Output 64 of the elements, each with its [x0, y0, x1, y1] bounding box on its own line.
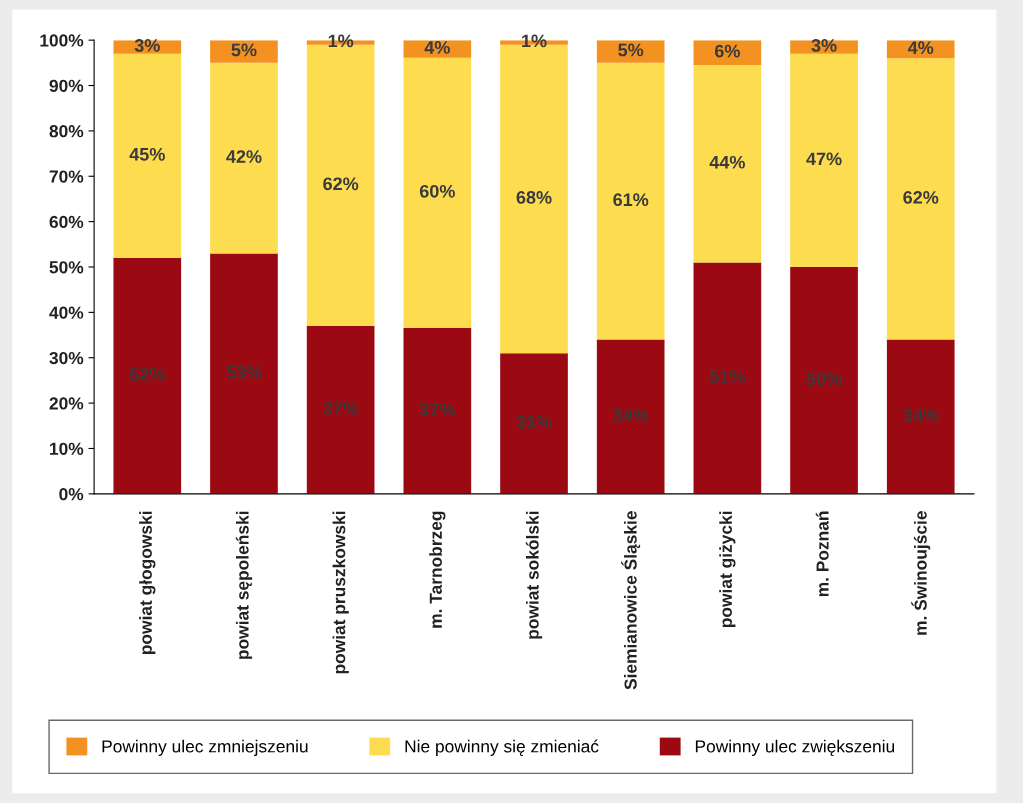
x-tick-label: Siemianowice Śląskie: [621, 511, 641, 690]
data-label: 61%: [613, 193, 649, 207]
data-label: 44%: [709, 155, 745, 169]
data-label: 62%: [323, 177, 359, 191]
y-tick-label: 50%: [49, 261, 84, 274]
data-label: 37%: [322, 401, 359, 415]
x-tick-label: m. Poznań: [815, 511, 829, 597]
bar: [113, 257, 182, 494]
bar: [790, 53, 858, 267]
data-label: 52%: [129, 367, 165, 381]
bar: [500, 353, 568, 494]
bar: [403, 57, 472, 328]
bar: [596, 62, 665, 340]
data-label: 6%: [714, 44, 740, 58]
bar: [306, 325, 375, 494]
data-label: 60%: [419, 184, 455, 198]
legend-label: Nie powinny się zmieniać: [405, 739, 599, 756]
bar: [210, 62, 278, 254]
x-tick-label: powiat sępoleński: [235, 511, 253, 659]
data-label: 47%: [806, 152, 842, 166]
y-tick-label: 10%: [50, 442, 84, 455]
data-label: 34%: [903, 408, 939, 422]
legend-label: Powinny ulec zmniejszeniu: [102, 739, 308, 756]
data-label: 37%: [419, 402, 455, 416]
bar: [113, 53, 182, 258]
y-tick-label: 20%: [49, 397, 84, 410]
bar: [693, 65, 762, 263]
data-label: 3%: [811, 39, 837, 52]
data-label: 62%: [903, 191, 939, 204]
data-label: 68%: [516, 191, 552, 204]
bar: [886, 58, 955, 340]
x-tick-label: powiat giżycki: [719, 511, 736, 628]
data-label: 34%: [613, 408, 649, 422]
x-tick-label: powiat pruszkowski: [332, 511, 349, 674]
y-tick-label: 80%: [49, 125, 84, 138]
data-label: 5%: [231, 43, 257, 57]
y-tick-label: 0%: [59, 488, 84, 501]
x-tick-label: powiat sokólski: [525, 511, 543, 639]
bar: [596, 339, 665, 494]
data-label: 53%: [226, 365, 262, 379]
data-label: 3%: [134, 39, 160, 52]
data-label: 45%: [129, 147, 165, 161]
bar: [886, 339, 955, 494]
data-label: 5%: [618, 43, 644, 57]
y-tick-label: 60%: [49, 215, 84, 229]
y-tick-label: 70%: [49, 170, 84, 183]
data-label: 31%: [516, 415, 552, 429]
x-tick-label: powiat głogowski: [139, 511, 156, 655]
y-tick-label: 30%: [49, 351, 84, 365]
x-tick-label: m. Świnoujście: [911, 511, 931, 635]
y-tick-label: 90%: [49, 79, 84, 92]
y-tick-label: 100%: [40, 34, 84, 47]
data-label: 42%: [226, 150, 262, 163]
x-tick-label: m. Tarnobrzeg: [429, 511, 446, 628]
y-tick-label: 40%: [49, 306, 84, 319]
bar: [210, 253, 278, 494]
data-label: 4%: [907, 41, 934, 55]
data-label: 50%: [806, 372, 842, 386]
bar: [403, 327, 472, 494]
legend-label: Powinny ulec zwiększeniu: [695, 739, 895, 756]
bar: [790, 267, 858, 494]
bar: [693, 262, 762, 494]
data-label: 4%: [424, 41, 450, 54]
data-label: 51%: [709, 370, 745, 383]
